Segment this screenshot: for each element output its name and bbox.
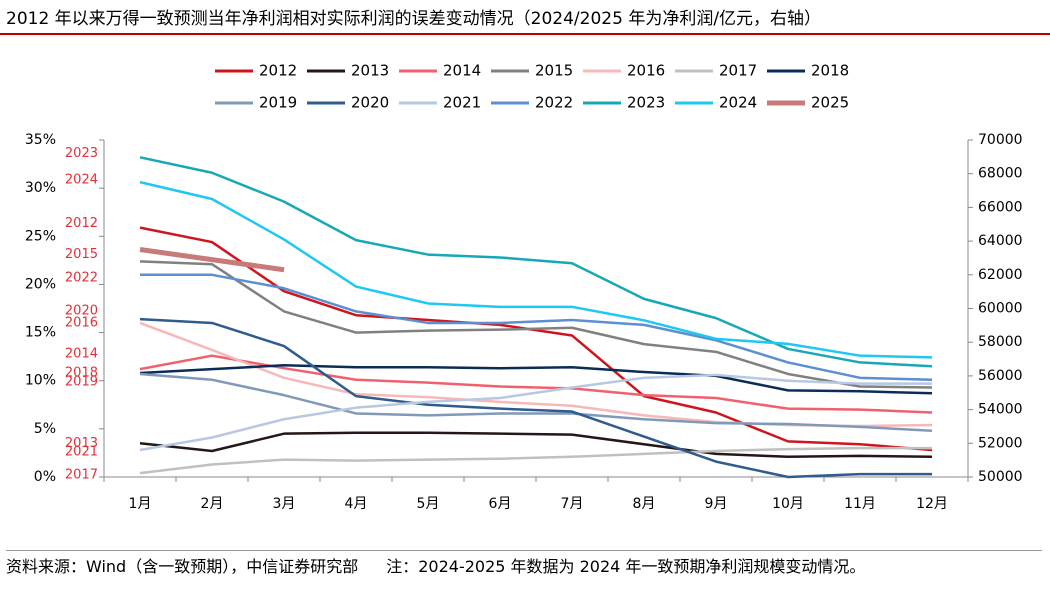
note: 注：2024-2025 年数据为 2024 年一致预期净利润规模变动情况。 xyxy=(386,557,866,576)
series-line xyxy=(139,446,932,475)
y2-tick-label: 64000 xyxy=(978,233,1023,249)
y2-tick-label: 50000 xyxy=(978,469,1023,485)
series-label: 2022 xyxy=(65,270,98,285)
legend-label: 2012 xyxy=(259,62,297,80)
legend-label: 2025 xyxy=(811,94,849,112)
x-tick-label: 12月 xyxy=(916,496,948,512)
x-tick-label: 9月 xyxy=(705,496,728,512)
legend-label: 2018 xyxy=(811,62,849,80)
series-label: 2023 xyxy=(65,146,98,161)
x-tick-label: 11月 xyxy=(844,496,876,512)
legend-label: 2021 xyxy=(443,94,481,112)
legend-label: 2019 xyxy=(259,94,297,112)
chart: 0% 5% 10% 15% 20% 25% 30% 35% 50000 52000 54000 560… xyxy=(25,62,1023,513)
series-label: 2015 xyxy=(65,247,98,262)
x-tick-label: 6月 xyxy=(489,496,512,512)
y-tick-label: 5% xyxy=(34,421,56,437)
series-line xyxy=(139,317,932,479)
legend-label: 2020 xyxy=(351,94,389,112)
x-tick-label: 10月 xyxy=(772,496,804,512)
legend-label: 2017 xyxy=(719,62,757,80)
title-rule xyxy=(0,33,1050,35)
series-line xyxy=(139,180,933,359)
x-tick-label: 7月 xyxy=(561,496,584,512)
y2-tick-label: 58000 xyxy=(978,334,1023,350)
y-tick-label: 0% xyxy=(34,469,56,485)
legend-label: 2022 xyxy=(535,94,573,112)
x-tick-label: 2月 xyxy=(201,496,224,512)
legend-label: 2023 xyxy=(627,94,665,112)
x-tick-label: 8月 xyxy=(633,496,656,512)
y2-tick-label: 56000 xyxy=(978,368,1023,384)
y-tick-label: 10% xyxy=(25,373,56,389)
series-label: 2024 xyxy=(65,173,98,188)
y2-tick-label: 66000 xyxy=(978,199,1023,215)
legend-label: 2014 xyxy=(443,62,481,80)
footer: 资料来源：Wind（含一致预期），中信证券研究部 注：2024-2025 年数据为… xyxy=(6,550,1042,581)
x-tick-label: 4月 xyxy=(345,496,368,512)
y2-tick-label: 60000 xyxy=(978,301,1023,317)
series-label: 2018 xyxy=(65,366,98,381)
legend-label: 2015 xyxy=(535,62,573,80)
series-line xyxy=(139,226,933,452)
y-tick-label: 20% xyxy=(25,276,56,292)
series-line xyxy=(139,372,933,433)
series-line xyxy=(140,273,933,382)
x-tick-label: 3月 xyxy=(273,496,296,512)
series-label: 2013 xyxy=(65,436,98,451)
series-label: 2021 xyxy=(65,445,98,460)
y-tick-label: 15% xyxy=(25,325,56,341)
series-line xyxy=(139,373,932,452)
y2-tick-label: 68000 xyxy=(978,166,1023,182)
y-tick-label: 25% xyxy=(25,228,56,244)
series-label: 2020 xyxy=(65,304,98,319)
y2-tick-label: 54000 xyxy=(978,402,1023,418)
series-label: 2017 xyxy=(65,468,98,483)
legend-label: 2024 xyxy=(719,94,757,112)
y-tick-label: 35% xyxy=(25,132,56,148)
x-tick-label: 1月 xyxy=(129,496,152,512)
chart-title: 2012 年以来万得一致预测当年净利润相对实际利润的误差变动情况（2024/20… xyxy=(6,9,822,29)
y2-tick-label: 52000 xyxy=(978,435,1023,451)
y2-tick-label: 62000 xyxy=(978,267,1023,283)
series-label: 2012 xyxy=(65,216,98,231)
legend-label: 2013 xyxy=(351,62,389,80)
y-tick-label: 30% xyxy=(25,180,56,196)
series-line xyxy=(139,260,933,389)
series-label: 2014 xyxy=(65,347,98,362)
x-tick-label: 5月 xyxy=(417,496,440,512)
series-line xyxy=(139,247,285,273)
series-line xyxy=(139,156,933,368)
legend-label: 2016 xyxy=(627,62,665,80)
series-label: 2016 xyxy=(65,315,98,330)
y2-tick-label: 70000 xyxy=(978,132,1023,148)
series-line xyxy=(139,364,933,395)
source: 资料来源：Wind（含一致预期），中信证券研究部 xyxy=(6,557,359,576)
series-label: 2019 xyxy=(65,374,98,389)
series-line xyxy=(139,431,933,459)
